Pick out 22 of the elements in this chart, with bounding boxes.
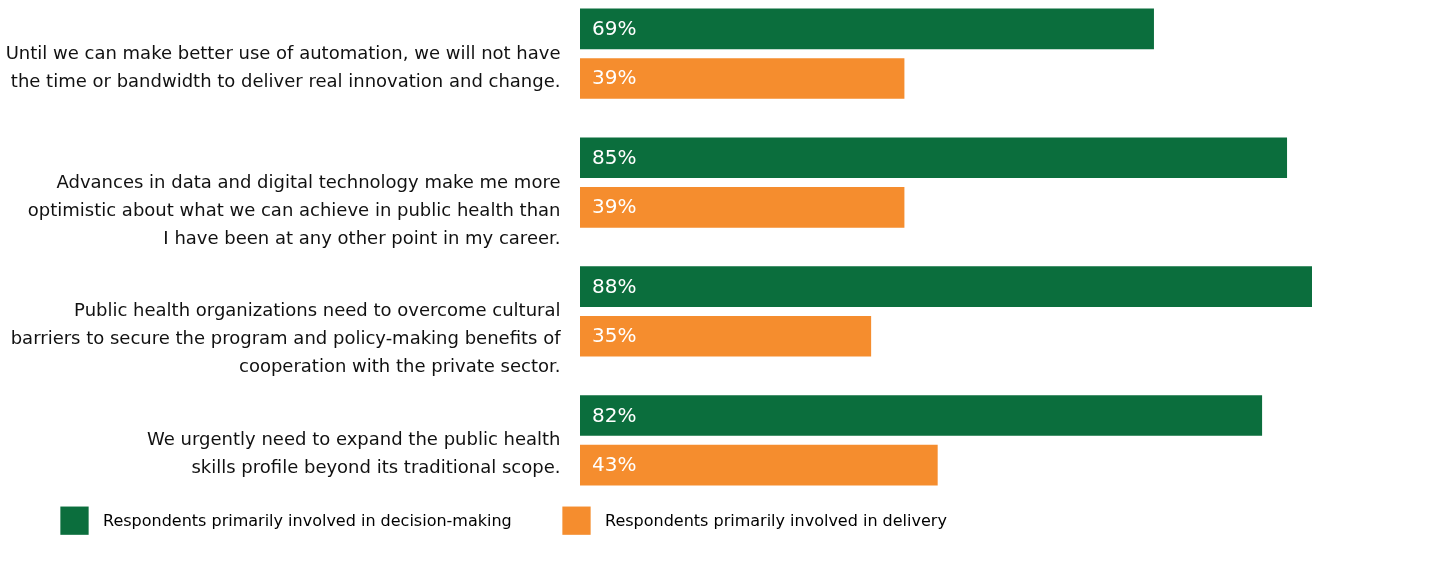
data-label: 88% bbox=[592, 273, 637, 298]
data-label: 82% bbox=[592, 402, 637, 427]
bar bbox=[580, 58, 905, 99]
bar bbox=[580, 444, 938, 486]
y-tick-label: Until we can make better use of automation, we will not have the time or bandwidth to deliver real innovation and change. bbox=[5, 41, 561, 91]
data-label: 69% bbox=[592, 15, 637, 40]
data-label: 85% bbox=[592, 144, 637, 169]
bar bbox=[580, 137, 1288, 179]
bar bbox=[580, 266, 1312, 307]
y-tick-label: Advances in data and digital technology make me more optimistic about what we can achieve in public health than I have been at any other point in my career. bbox=[27, 170, 561, 248]
data-label: 43% bbox=[592, 452, 637, 477]
bar bbox=[580, 187, 905, 228]
data-label: 39% bbox=[592, 65, 637, 90]
data-label: 39% bbox=[592, 194, 637, 219]
data-label: 35% bbox=[592, 323, 637, 348]
y-tick-label: Public health organizations need to overcome cultural barriers to secure the program and policy-making benefits of cooperation with the private sector. bbox=[10, 299, 562, 377]
bar bbox=[580, 395, 1263, 436]
bar bbox=[580, 8, 1154, 50]
legend-label: Respondents primarily involved in delivery bbox=[605, 510, 947, 530]
y-tick-label: We urgently need to expand the public health skills profile beyond its traditional scope. bbox=[147, 428, 561, 478]
legend-label: Respondents primarily involved in decision-making bbox=[103, 510, 512, 530]
bar bbox=[580, 315, 872, 357]
